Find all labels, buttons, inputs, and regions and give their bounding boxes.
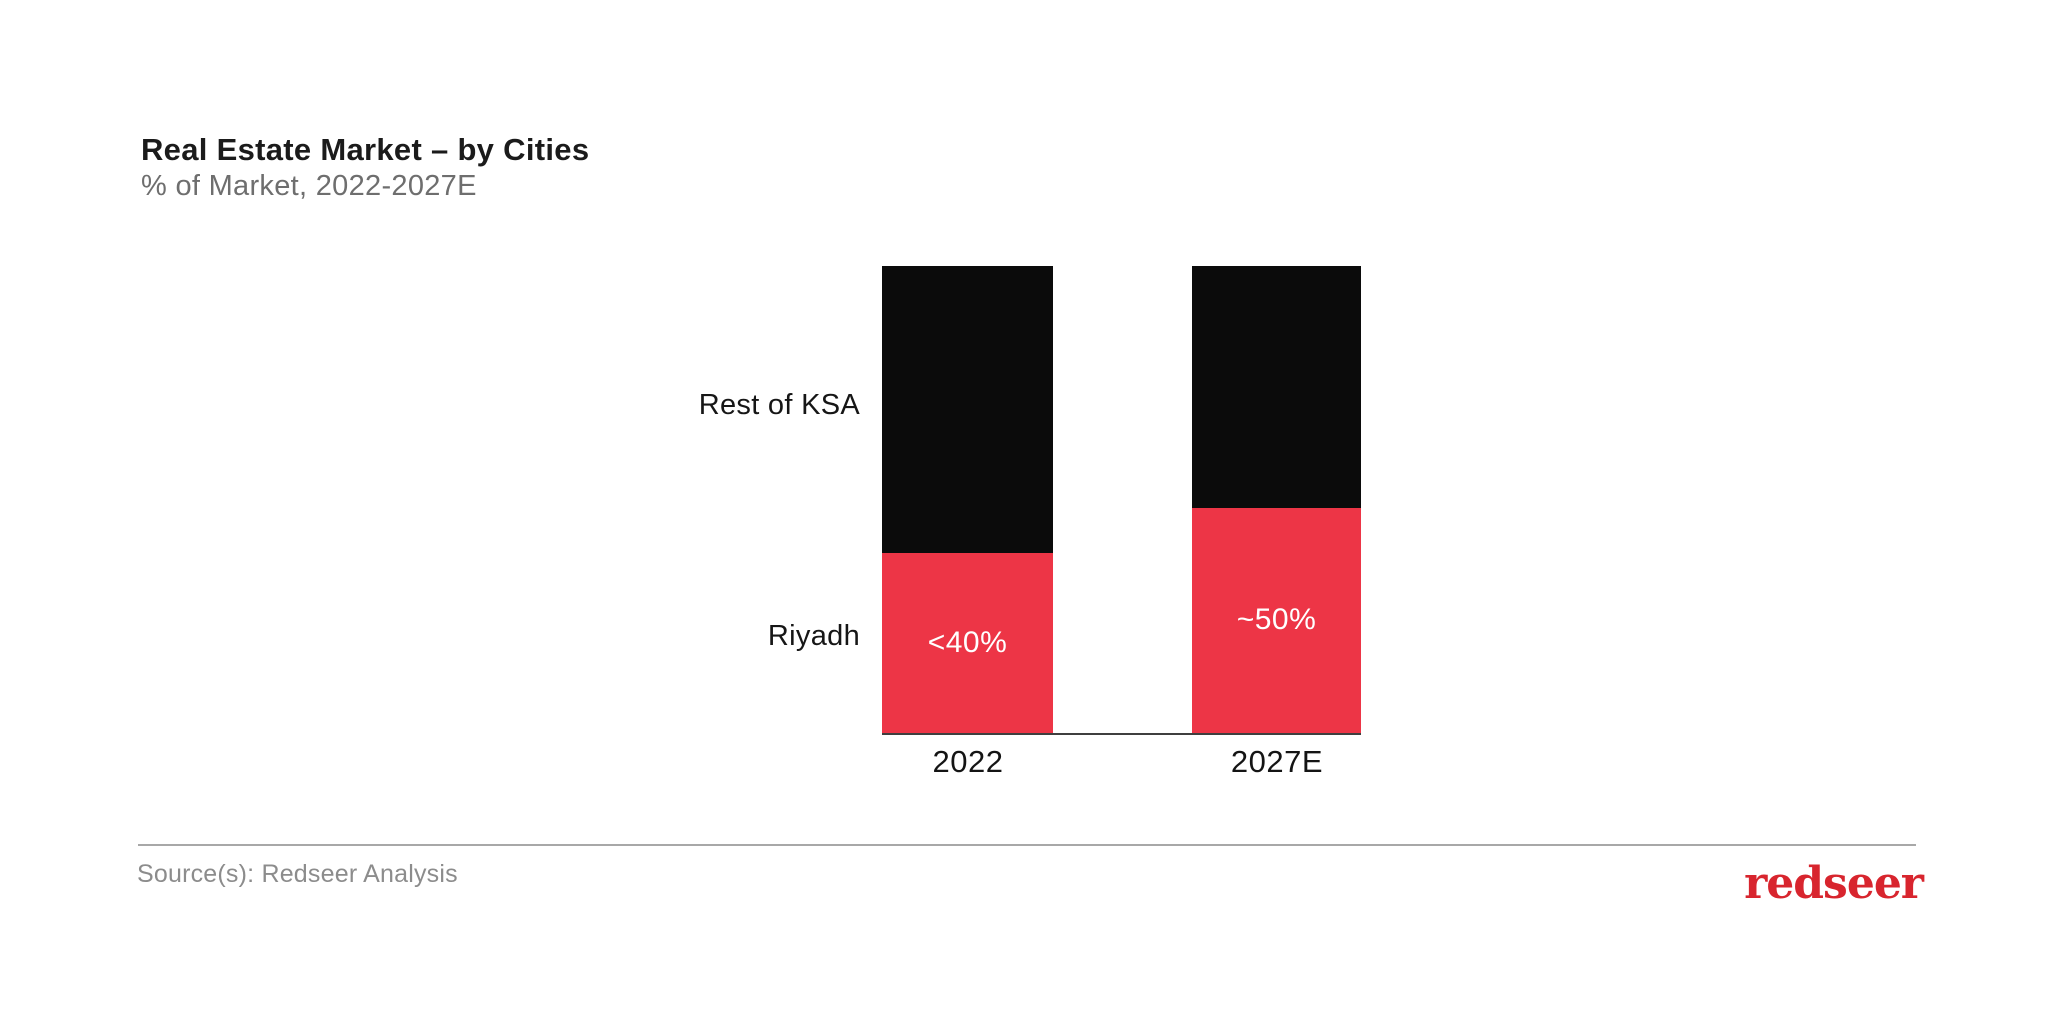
- redseer-logo: redseer: [1744, 858, 1924, 909]
- page-subtitle: % of Market, 2022-2027E: [141, 170, 477, 202]
- bar-2022: <40%: [882, 266, 1053, 733]
- x-tick-2022: 2022: [932, 744, 1004, 779]
- x-axis-line: [882, 733, 1361, 735]
- bar-2022-segment-rest-of-ksa: [882, 266, 1053, 554]
- page-title: Real Estate Market – by Cities: [141, 132, 590, 167]
- bar-2027e-segment-riyadh: ~50%: [1192, 507, 1361, 733]
- bar-2027e-segment-rest-of-ksa: [1192, 266, 1361, 508]
- bar-2027e: ~50%: [1192, 266, 1361, 733]
- source-note: Source(s): Redseer Analysis: [137, 860, 458, 888]
- value-label-2022-riyadh: <40%: [927, 626, 1008, 660]
- value-label-2027e-riyadh: ~50%: [1236, 603, 1317, 637]
- series-label-riyadh: Riyadh: [767, 620, 860, 652]
- x-tick-2027e: 2027E: [1230, 744, 1324, 779]
- series-label-rest-of-ksa: Rest of KSA: [698, 389, 860, 421]
- footer-divider: [138, 844, 1916, 846]
- bar-2022-segment-riyadh: <40%: [882, 553, 1053, 733]
